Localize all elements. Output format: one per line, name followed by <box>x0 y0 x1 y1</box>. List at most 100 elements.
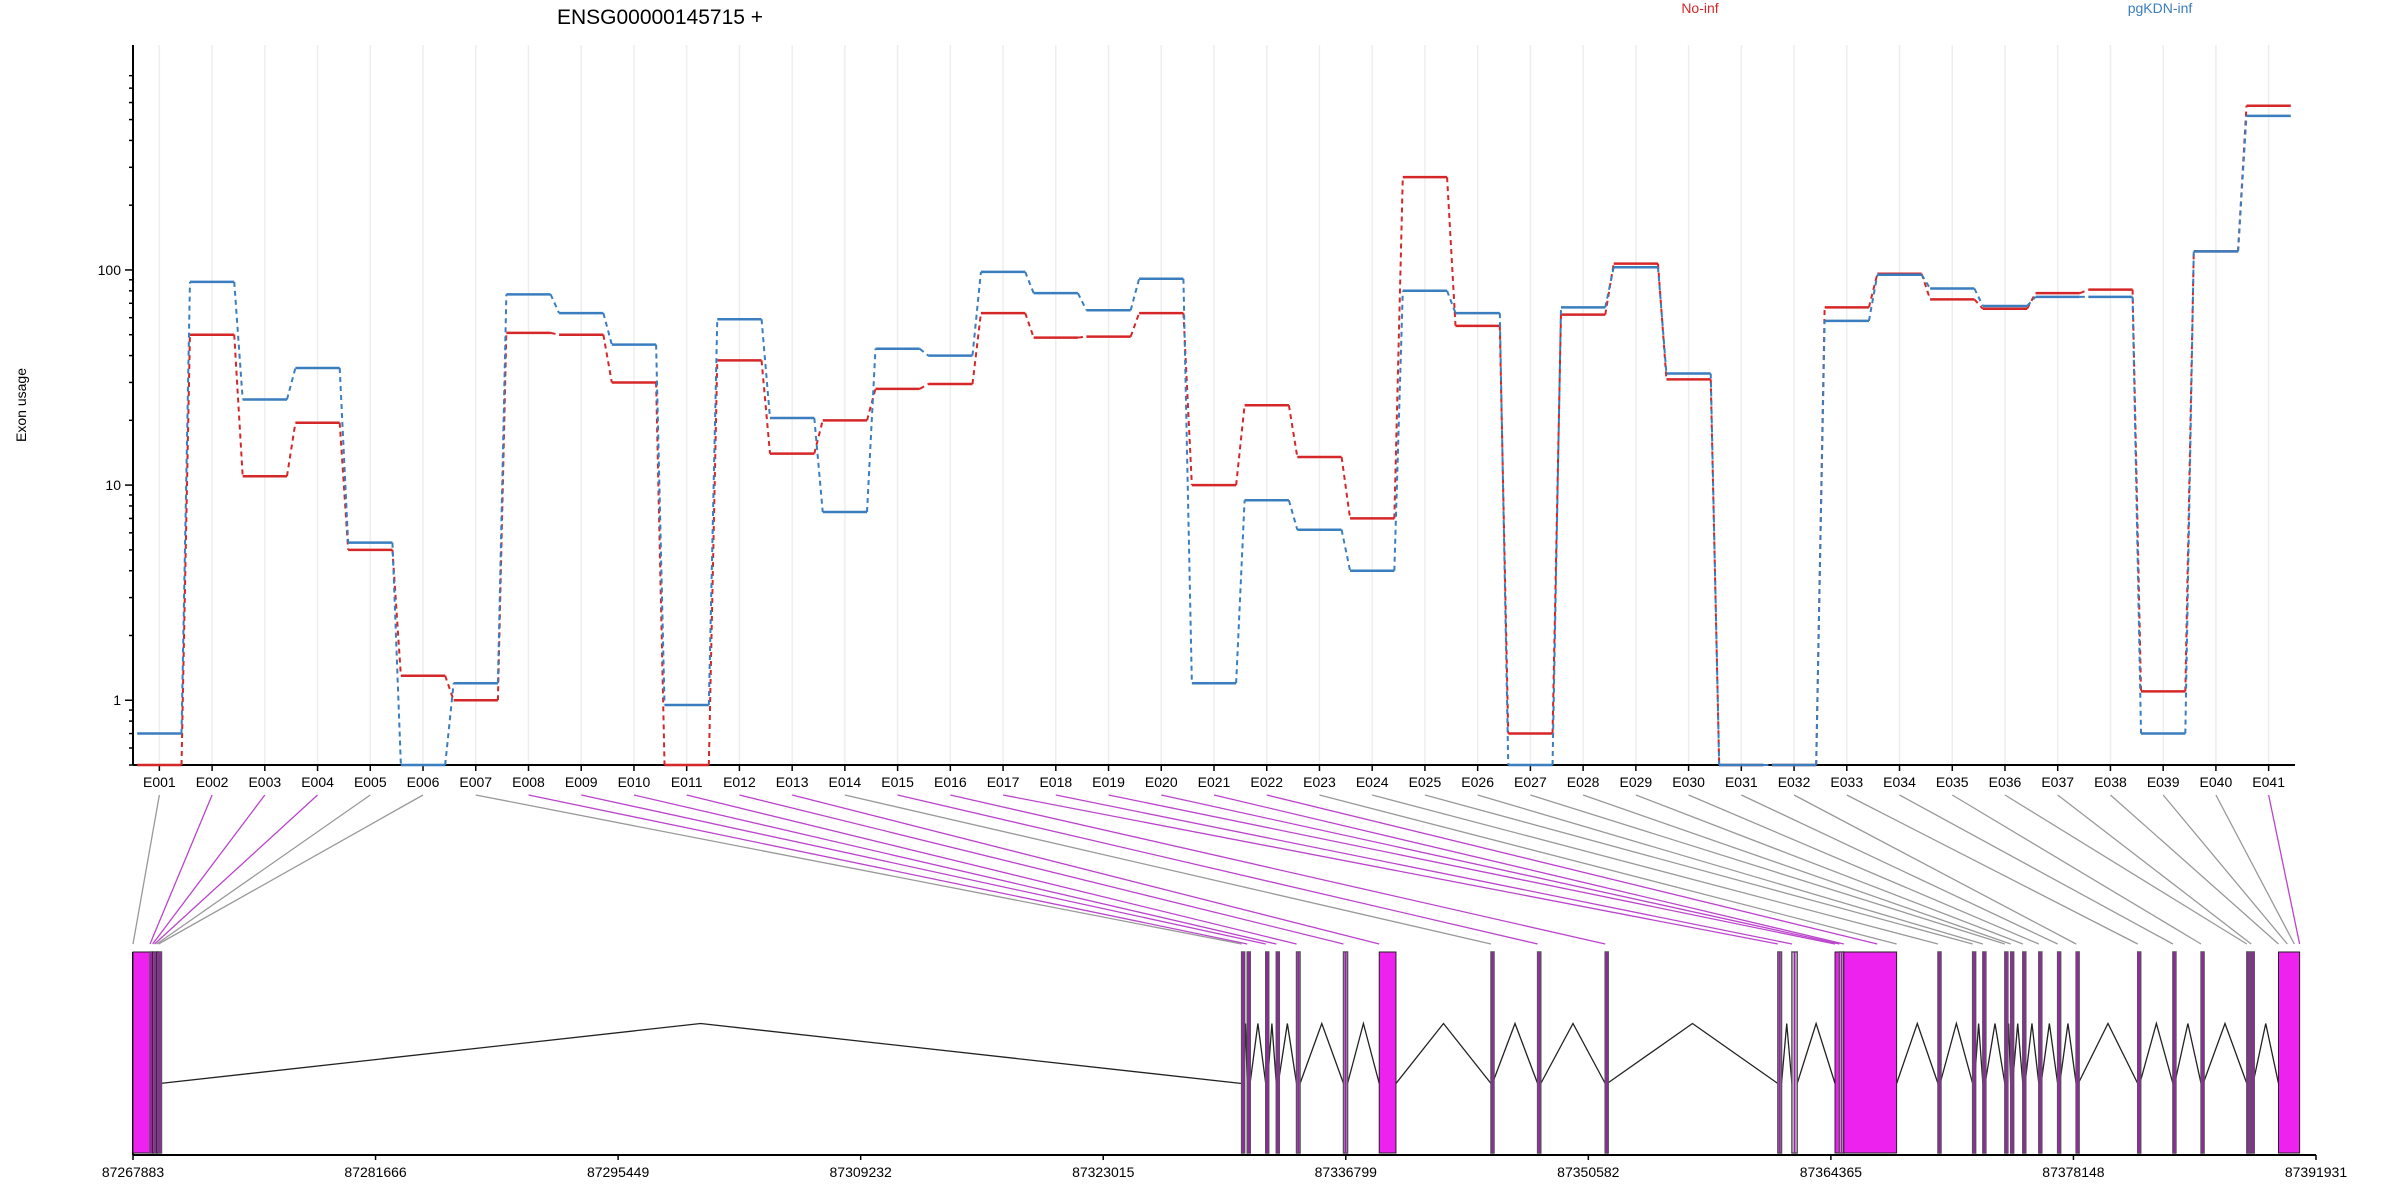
plot-axes: 1 10 100 E001 E002 E003 E004 E005 E006 E007 E008 E0… <box>98 45 2295 790</box>
x-tick-label-e025: E025 <box>1409 774 1442 790</box>
connector-e026 <box>1477 794 1984 945</box>
connector-e016 <box>950 794 1606 945</box>
step-connector-pgkdn-inf <box>1867 274 1879 322</box>
step-connector-pgkdn-inf <box>1604 266 1615 308</box>
connector-e019 <box>1108 794 1836 945</box>
step-connector-pgkdn-inf <box>1920 274 1931 290</box>
step-connector-pgkdn-inf <box>549 293 560 314</box>
step-connector-no-inf <box>602 334 613 383</box>
coordinate-tick-label: 87378148 <box>2042 1164 2105 1180</box>
intron-line <box>1277 1023 1298 1084</box>
step-connector-pgkdn-inf <box>1815 320 1826 766</box>
x-tick-label-e019: E019 <box>1092 774 1125 790</box>
connector-e029 <box>1635 794 2024 945</box>
coordinate-tick-label: 87350582 <box>1557 1164 1620 1180</box>
step-connector-no-inf <box>2079 288 2089 295</box>
step-connector-no-inf <box>1498 325 1510 734</box>
x-tick-label-e023: E023 <box>1303 774 1336 790</box>
step-connector-pgkdn-inf <box>286 367 297 400</box>
step-connector-pgkdn-inf <box>1973 288 1984 307</box>
connector-e007 <box>475 794 1242 945</box>
x-tick-label-e024: E024 <box>1356 774 1389 790</box>
step-connector-no-inf <box>1446 177 1457 326</box>
y-axis-label: Exon usage <box>13 368 29 442</box>
connector-e001 <box>132 794 161 945</box>
step-connector-pgkdn-inf <box>866 348 877 513</box>
intron-line <box>2040 1023 2059 1084</box>
y-tick-label: 10 <box>105 477 121 493</box>
step-connector-pgkdn-inf <box>1498 313 1510 766</box>
connector-e030 <box>1688 794 2040 945</box>
step-connector-pgkdn-inf <box>2184 251 2195 734</box>
connector-e038 <box>2110 794 2279 945</box>
x-tick-label-e031: E031 <box>1725 774 1758 790</box>
connector-e002 <box>149 794 213 945</box>
x-tick-label-e012: E012 <box>723 774 756 790</box>
step-connector-no-inf <box>2026 292 2037 310</box>
intron-line <box>2174 1023 2202 1084</box>
step-connector-pgkdn-inf <box>655 344 666 706</box>
step-connector-pgkdn-inf <box>602 312 613 345</box>
step-connector-no-inf <box>760 360 771 454</box>
step-connector-no-inf <box>1129 312 1141 337</box>
x-tick-label-e003: E003 <box>248 774 281 790</box>
connector-e034 <box>1899 794 2174 945</box>
step-connector-no-inf <box>1551 314 1562 734</box>
connector-e024 <box>1372 794 1939 945</box>
x-tick-label-e004: E004 <box>301 774 334 790</box>
step-connector-pgkdn-inf <box>1340 529 1352 571</box>
x-tick-label-e039: E039 <box>2147 774 2180 790</box>
step-connector-no-inf <box>444 675 455 701</box>
intron-line <box>1939 1021 1974 1084</box>
step-connector-no-inf <box>866 388 877 421</box>
connector-e025 <box>1424 794 1973 945</box>
connector-e031 <box>1741 794 2058 945</box>
step-connector-no-inf <box>1235 405 1246 486</box>
step-connector-pgkdn-inf <box>1393 290 1404 571</box>
step-connector-pgkdn-inf <box>444 683 455 766</box>
step-connector-pgkdn-inf <box>2131 296 2143 734</box>
intron-line <box>1395 1022 1492 1084</box>
step-connector-no-inf <box>1077 335 1087 339</box>
legend-entry-no-inf: No-inf <box>1681 0 1718 16</box>
connector-e036 <box>2004 794 2248 945</box>
connector-e014 <box>844 794 1492 945</box>
step-connector-pgkdn-inf <box>813 417 824 513</box>
step-connector-no-inf <box>707 360 719 766</box>
y-tick-label: 1 <box>113 692 121 708</box>
intron-line <box>2024 1023 2040 1084</box>
connector-e013 <box>791 794 1380 945</box>
connector-e010 <box>633 794 1277 945</box>
x-tick-label-e038: E038 <box>2094 774 2127 790</box>
connector-e035 <box>1951 794 2202 945</box>
connector-e006 <box>158 794 424 945</box>
connector-e003 <box>152 794 266 945</box>
x-tick-label-e034: E034 <box>1883 774 1916 790</box>
step-connector-pgkdn-inf <box>2237 115 2248 252</box>
step-connector-no-inf <box>813 420 824 454</box>
step-connector-pgkdn-inf <box>180 281 191 734</box>
x-tick-label-e016: E016 <box>934 774 967 790</box>
exon-block <box>1843 951 1898 1154</box>
connector-e009 <box>581 794 1266 945</box>
x-tick-label-e022: E022 <box>1250 774 1283 790</box>
intron-line <box>1540 1022 1606 1084</box>
step-connector-pgkdn-inf <box>707 319 719 706</box>
x-tick-label-e014: E014 <box>829 774 862 790</box>
exon-block <box>1378 951 1397 1154</box>
step-connector-no-inf <box>655 382 666 766</box>
x-tick-label-e010: E010 <box>618 774 651 790</box>
connector-e028 <box>1582 794 2011 945</box>
x-tick-label-e026: E026 <box>1461 774 1494 790</box>
connector-e033 <box>1846 794 2139 945</box>
step-connector-no-inf <box>971 313 982 385</box>
connector-e005 <box>156 794 371 945</box>
step-connector-no-inf <box>919 383 929 390</box>
step-connector-no-inf <box>391 549 402 676</box>
step-connector-no-inf <box>550 331 560 336</box>
step-connector-no-inf <box>233 334 244 477</box>
step-connector-pgkdn-inf <box>1551 307 1562 766</box>
step-connector-no-inf <box>1973 298 1984 310</box>
x-tick-label-e028: E028 <box>1567 774 1600 790</box>
